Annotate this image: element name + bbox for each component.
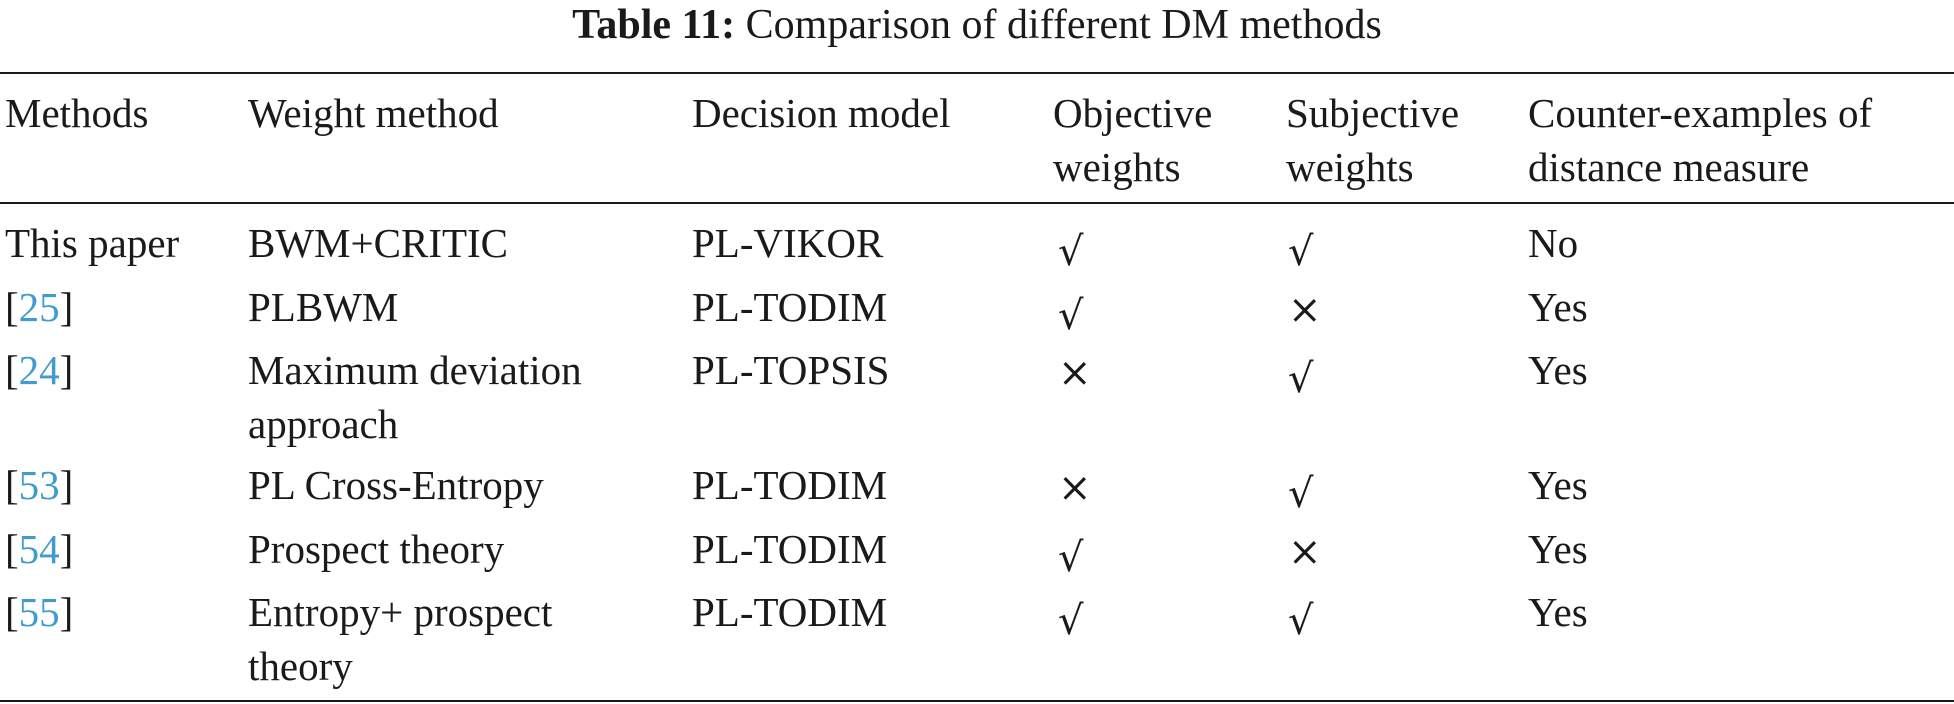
row-weight-method: BWM+CRITIC bbox=[248, 220, 509, 266]
check-icon: √ bbox=[1288, 471, 1314, 517]
cross-icon: × bbox=[1288, 529, 1322, 575]
citation-link[interactable]: 55 bbox=[18, 589, 60, 635]
row-counter-examples: Yes bbox=[1528, 526, 1588, 572]
row-reference: [54] bbox=[5, 526, 74, 572]
row-weight-method-line1: Entropy+ prospect bbox=[248, 589, 553, 635]
check-icon: √ bbox=[1058, 598, 1084, 644]
table-header-rule bbox=[0, 202, 1954, 204]
row-weight-method-line1: Maximum deviation bbox=[248, 347, 582, 393]
row-decision-model: PL-TODIM bbox=[692, 526, 888, 572]
table-caption: Table 11: Comparison of different DM met… bbox=[0, 0, 1954, 50]
header-objective-line2: weights bbox=[1053, 144, 1181, 190]
row-weight-method: PLBWM bbox=[248, 284, 399, 330]
cross-icon: × bbox=[1288, 287, 1322, 333]
check-icon: √ bbox=[1288, 229, 1314, 275]
header-decision-model: Decision model bbox=[692, 90, 951, 136]
row-counter-examples: Yes bbox=[1528, 462, 1588, 508]
header-counter-line2: distance measure bbox=[1528, 144, 1810, 190]
row-weight-method: PL Cross-Entropy bbox=[248, 462, 544, 508]
check-icon: √ bbox=[1288, 598, 1314, 644]
citation-link[interactable]: 53 bbox=[18, 462, 60, 508]
table-caption-text: Comparison of different DM methods bbox=[745, 2, 1382, 48]
row-reference: [25] bbox=[5, 284, 74, 330]
check-icon: √ bbox=[1058, 535, 1084, 581]
citation-link[interactable]: 54 bbox=[18, 526, 60, 572]
row-decision-model: PL-TODIM bbox=[692, 284, 888, 330]
cross-icon: × bbox=[1058, 465, 1092, 511]
row-weight-method: Prospect theory bbox=[248, 526, 505, 572]
row-decision-model: PL-TOPSIS bbox=[692, 347, 890, 393]
header-objective-line1: Objective bbox=[1053, 90, 1213, 136]
header-subjective-line2: weights bbox=[1286, 144, 1414, 190]
header-weight-method: Weight method bbox=[248, 90, 499, 136]
check-icon: √ bbox=[1288, 356, 1314, 402]
table-bottom-rule bbox=[0, 700, 1954, 702]
row-reference: [53] bbox=[5, 462, 74, 508]
cross-icon: × bbox=[1058, 350, 1092, 396]
header-subjective-line1: Subjective bbox=[1286, 90, 1460, 136]
row-weight-method-line2: theory bbox=[248, 643, 353, 689]
row-weight-method-line2: approach bbox=[248, 401, 399, 447]
check-icon: √ bbox=[1058, 229, 1084, 275]
row-decision-model: PL-VIKOR bbox=[692, 220, 884, 266]
row-counter-examples: No bbox=[1528, 220, 1579, 266]
row-counter-examples: Yes bbox=[1528, 347, 1588, 393]
table-caption-label: Table 11: bbox=[572, 2, 736, 48]
row-counter-examples: Yes bbox=[1528, 284, 1588, 330]
table-top-rule bbox=[0, 72, 1954, 74]
check-icon: √ bbox=[1058, 293, 1084, 339]
citation-link[interactable]: 25 bbox=[18, 284, 60, 330]
citation-link[interactable]: 24 bbox=[18, 347, 60, 393]
header-methods: Methods bbox=[5, 90, 149, 136]
row-counter-examples: Yes bbox=[1528, 589, 1588, 635]
row-reference: [24] bbox=[5, 347, 74, 393]
row-reference: [55] bbox=[5, 589, 74, 635]
row-method: This paper bbox=[5, 220, 180, 266]
row-decision-model: PL-TODIM bbox=[692, 462, 888, 508]
header-counter-line1: Counter-examples of bbox=[1528, 90, 1873, 136]
row-decision-model: PL-TODIM bbox=[692, 589, 888, 635]
